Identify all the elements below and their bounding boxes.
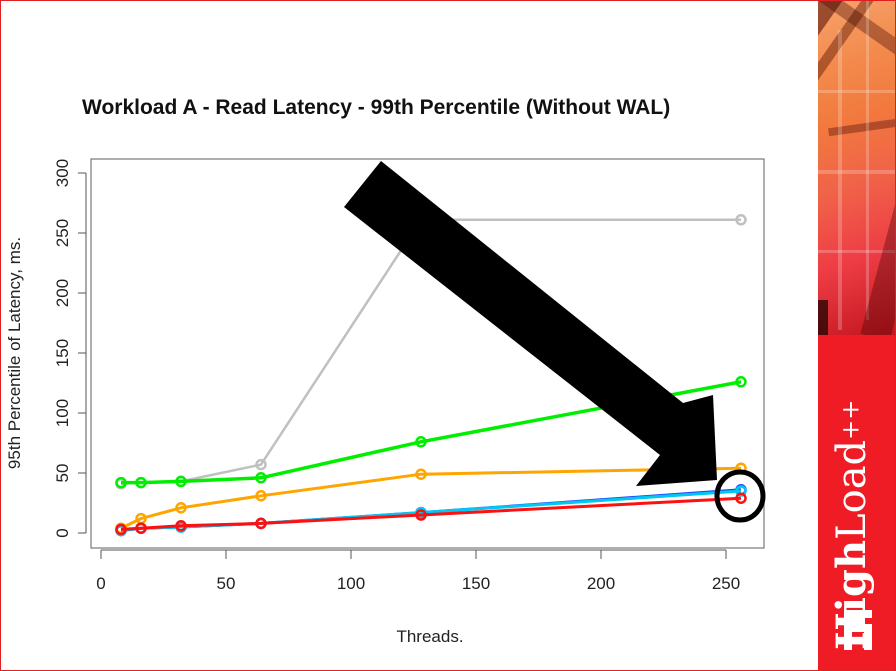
y-tick-label: 0 bbox=[53, 528, 72, 537]
series-cyan bbox=[115, 485, 747, 537]
x-tick-label: 100 bbox=[337, 574, 365, 593]
data-point bbox=[115, 523, 127, 536]
data-point bbox=[735, 214, 747, 226]
y-tick-label: 50 bbox=[53, 464, 72, 483]
data-point bbox=[255, 458, 267, 471]
y-tick-label: 300 bbox=[53, 159, 72, 187]
data-point bbox=[735, 376, 747, 388]
chart-title: Workload A - Read Latency - 99th Percent… bbox=[82, 96, 671, 119]
y-tick-label: 250 bbox=[53, 219, 72, 247]
x-tick-label: 200 bbox=[587, 574, 615, 593]
data-point bbox=[415, 509, 427, 521]
data-point bbox=[255, 490, 267, 502]
data-point bbox=[115, 476, 127, 489]
data-point bbox=[735, 492, 747, 504]
data-point bbox=[735, 485, 747, 497]
data-point bbox=[175, 502, 187, 514]
data-point bbox=[175, 475, 187, 488]
brand-panel: HighLoad++ bbox=[818, 0, 896, 671]
highlight-circle bbox=[714, 469, 766, 523]
data-point bbox=[135, 476, 147, 489]
x-tick-label: 150 bbox=[462, 574, 490, 593]
series-green bbox=[115, 376, 747, 489]
y-tick-label: 200 bbox=[53, 279, 72, 307]
data-point bbox=[415, 468, 427, 480]
x-axis-label: Threads. bbox=[396, 627, 463, 646]
data-point bbox=[255, 472, 267, 484]
plot-area bbox=[90, 158, 765, 549]
x-axis: 0 50 100 150 200 250 Threads. bbox=[96, 549, 740, 646]
y-tick-label: 100 bbox=[53, 399, 72, 427]
data-point bbox=[135, 522, 147, 534]
line-chart: 0 50 100 150 200 250 300 95th Percentile of Lat… bbox=[5, 158, 766, 646]
data-point bbox=[175, 520, 187, 532]
brand-decorative-image bbox=[818, 0, 896, 342]
arrow-annotation bbox=[344, 161, 717, 486]
brand-wordmark: HighLoad++ bbox=[828, 399, 875, 650]
slide: Workload A - Read Latency - 99th Percent… bbox=[5, 96, 766, 646]
y-axis: 0 50 100 150 200 250 300 95th Percentile of Lat… bbox=[5, 159, 87, 538]
y-tick-label: 150 bbox=[53, 339, 72, 367]
data-point bbox=[415, 436, 427, 448]
data-point bbox=[255, 517, 267, 530]
x-tick-label: 250 bbox=[712, 574, 740, 593]
series-red bbox=[115, 492, 747, 536]
x-tick-label: 50 bbox=[217, 574, 236, 593]
y-axis-label: 95th Percentile of Latency, ms. bbox=[5, 237, 24, 469]
x-tick-label: 0 bbox=[96, 574, 105, 593]
series-blue bbox=[115, 484, 747, 537]
highload-logo-icon bbox=[844, 610, 872, 650]
